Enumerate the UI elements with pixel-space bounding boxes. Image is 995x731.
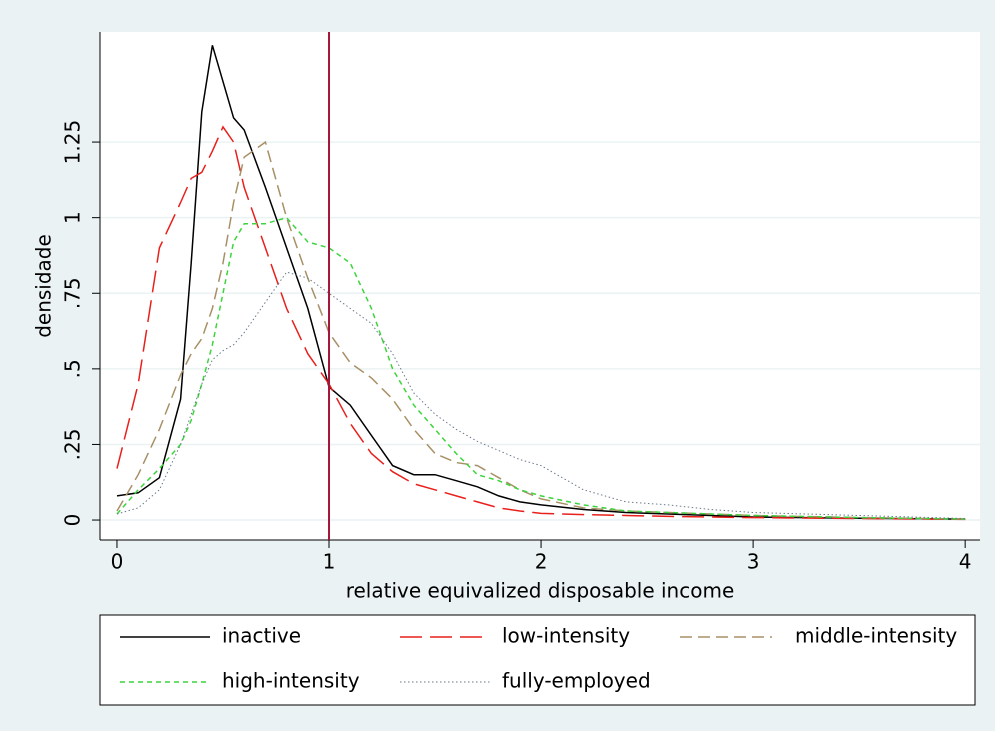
legend-box (99, 614, 976, 706)
x-tick-label: 2 (535, 550, 548, 574)
series-line (116, 45, 966, 520)
legend-label: high-intensity (222, 669, 360, 693)
y-tick-label: 1.25 (61, 120, 85, 165)
x-tick-label: 1 (323, 550, 336, 574)
x-axis-label: relative equivalized disposable income (346, 579, 735, 603)
series-line (116, 271, 966, 519)
series-line (116, 216, 966, 520)
x-tick-label: 4 (959, 550, 972, 574)
x-tick-label: 3 (747, 550, 760, 574)
legend-label: fully-employed (502, 669, 651, 693)
y-tick-label: 1 (61, 211, 85, 224)
y-tick-label: 0 (61, 514, 85, 527)
x-tick-label: 0 (111, 550, 124, 574)
y-tick-label: .75 (61, 277, 85, 309)
y-axis-label: densidade (32, 234, 56, 338)
y-tick-label: .25 (61, 429, 85, 461)
legend-label: middle-intensity (795, 624, 957, 648)
y-tick-label: .5 (61, 359, 85, 378)
legend-label: inactive (222, 624, 301, 648)
series-line (116, 140, 966, 520)
series-line (116, 125, 966, 521)
plot-area (100, 32, 980, 540)
legend-label: low-intensity (502, 624, 630, 648)
